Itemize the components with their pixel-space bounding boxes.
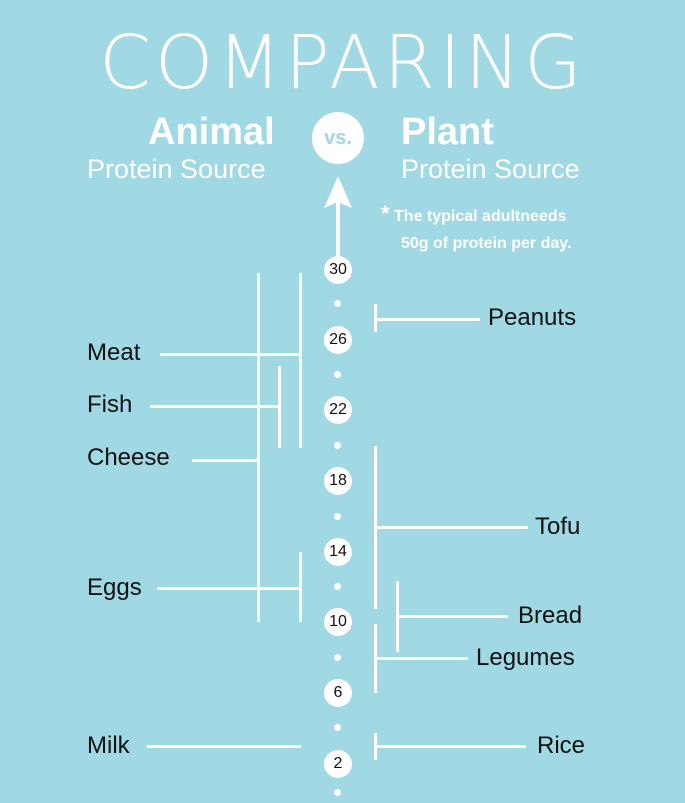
cheese-connector: [192, 459, 258, 462]
animal-title: Animal: [148, 111, 275, 153]
axis-tick-6: 6: [324, 679, 352, 707]
animal-subtitle: Protein Source: [87, 154, 266, 184]
axis-tick-2: 2: [324, 750, 352, 778]
label-tofu: Tofu: [535, 513, 581, 540]
arrow-up-icon: [324, 176, 352, 258]
axis-dot: [334, 442, 341, 449]
axis-dot: [334, 583, 341, 590]
meat-range-line: [299, 273, 302, 448]
plant-subtitle: Protein Source: [401, 154, 580, 184]
label-rice: Rice: [537, 732, 586, 759]
axis-tick-26: 26: [324, 326, 352, 354]
label-bread: Bread: [518, 602, 583, 629]
page-title: COMPARING: [99, 20, 586, 106]
legumes-connector: [374, 657, 468, 660]
label-peanuts: Peanuts: [488, 304, 577, 331]
label-cheese: Cheese: [87, 444, 170, 471]
axis-tick-14: 14: [324, 538, 352, 566]
footnote: * The typical adultneeds 50g of protein …: [381, 201, 572, 252]
axis-dot: [334, 654, 341, 661]
fish-connector: [150, 405, 279, 408]
label-legumes: Legumes: [476, 644, 575, 671]
axis-tick-30: 30: [324, 256, 352, 284]
label-milk: Milk: [87, 732, 130, 759]
asterisk-icon: *: [381, 201, 390, 226]
fish-range-line: [278, 366, 281, 448]
axis-dot: [334, 300, 341, 307]
axis-tick-22: 22: [324, 396, 352, 424]
axis-dot: [334, 371, 341, 378]
axis-tick-18: 18: [324, 467, 352, 495]
milk-connector: [147, 745, 301, 748]
label-meat: Meat: [87, 339, 141, 366]
eggs-range-line: [299, 552, 302, 622]
plant-title: Plant: [401, 111, 494, 153]
bread-connector: [396, 615, 508, 618]
label-eggs: Eggs: [87, 574, 142, 601]
axis-dot: [334, 789, 341, 796]
tofu-connector: [374, 526, 528, 529]
axis-dot: [334, 513, 341, 520]
label-fish: Fish: [87, 391, 133, 418]
eggs-connector: [157, 587, 300, 590]
peanuts-connector: [374, 318, 480, 321]
vs-badge: vs.: [312, 112, 364, 164]
meat-connector: [160, 353, 300, 356]
axis-tick-10: 10: [324, 608, 352, 636]
rice-connector: [374, 745, 526, 748]
axis-dot: [334, 724, 341, 731]
cheese-range-line: [257, 273, 260, 622]
